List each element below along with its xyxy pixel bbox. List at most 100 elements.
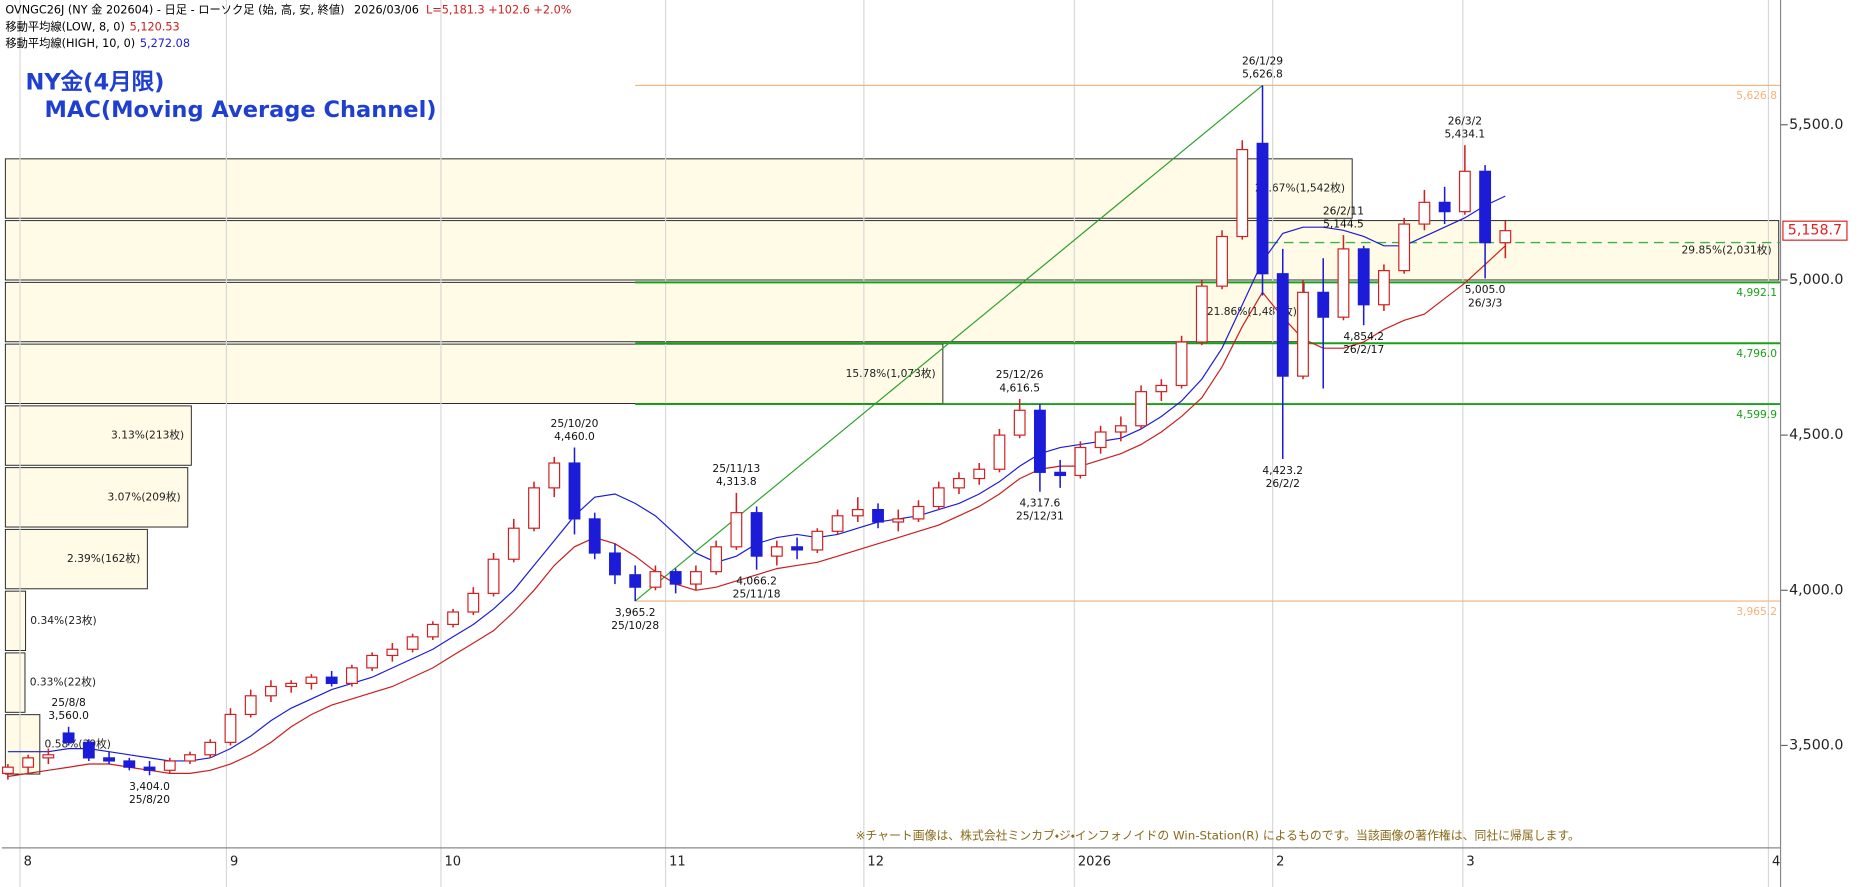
candle-body	[1377, 270, 1390, 306]
candle-body	[1195, 285, 1208, 343]
candle-body	[487, 558, 500, 594]
candle-body	[730, 512, 743, 548]
peak-value: 5,434.1	[1445, 128, 1486, 141]
volume-bar	[4, 158, 1353, 219]
legend-label: 移動平均線(HIGH, 10, 0)	[5, 36, 135, 50]
candle-body	[1499, 230, 1512, 244]
volume-bar	[4, 652, 26, 713]
candle-body	[1135, 391, 1148, 427]
candle-body	[588, 518, 601, 554]
level-label: 5,626.8	[1736, 89, 1777, 102]
candle-body	[426, 623, 439, 638]
candle-body	[932, 487, 945, 508]
candle-body	[953, 477, 965, 489]
x-tick-label: 10	[444, 855, 461, 870]
volume-label: 29.85%(2,031枚)	[1682, 243, 1772, 256]
volume-label: 2.39%(162枚)	[67, 552, 140, 565]
candle-body	[1013, 409, 1026, 436]
header-title: OVNGC26J (NY 金 202604) - 日足 - ローソク足 (始, …	[5, 3, 344, 17]
header: OVNGC26J (NY 金 202604) - 日足 - ローソク足 (始, …	[5, 3, 571, 17]
peak-date: 25/10/20	[551, 417, 599, 430]
candle-body	[325, 676, 338, 684]
candle-body	[22, 757, 35, 768]
candle-body	[507, 527, 520, 560]
trough-value: 4,317.6	[1020, 497, 1061, 510]
trough-value: 5,005.0	[1465, 283, 1506, 296]
peak-value: 3,560.0	[48, 709, 89, 722]
ma-low-legend: 移動平均線(LOW, 8, 0) 5,120.53	[5, 19, 179, 33]
peak-date: 26/3/2	[1448, 114, 1482, 127]
last-price-label: 5,158.7	[1788, 223, 1842, 239]
peak-value: 4,460.0	[554, 430, 595, 443]
volume-bar	[4, 590, 27, 652]
x-tick-label: 9	[230, 855, 238, 870]
trough-value: 3,965.2	[615, 606, 656, 619]
peak-value: 4,313.8	[716, 475, 757, 488]
candle-body	[1033, 409, 1046, 473]
candle-body	[1458, 170, 1471, 213]
candle-body	[791, 546, 804, 551]
candle-body	[224, 713, 237, 743]
peak-date: 25/11/13	[712, 462, 760, 475]
trough-date: 25/8/20	[129, 793, 170, 806]
volume-label: 21.86%(1,487枚)	[1207, 305, 1297, 318]
x-tick-label: 3	[1466, 855, 1474, 870]
candle-body	[1155, 384, 1168, 393]
candle-body	[629, 574, 642, 588]
candle-body	[993, 434, 1006, 470]
candle-body	[1276, 273, 1289, 377]
candle-body	[669, 571, 682, 585]
candle-body	[1297, 291, 1309, 377]
candle-body	[770, 546, 783, 557]
candle-body	[1337, 248, 1350, 318]
trough-date: 25/10/28	[611, 619, 659, 632]
trough-date: 26/2/2	[1266, 477, 1300, 490]
candle-body	[750, 512, 763, 557]
candle-body	[1074, 446, 1087, 477]
ma-high-legend: 移動平均線(HIGH, 10, 0) 5,272.08	[5, 36, 190, 50]
candle-body	[386, 648, 399, 657]
candle-body	[1256, 142, 1269, 275]
chart-subtitle: MAC(Moving Average Channel)	[45, 97, 437, 123]
level-label: 3,965.2	[1736, 605, 1777, 618]
peak-value: 4,616.5	[999, 381, 1040, 394]
candle-body	[609, 552, 621, 576]
volume-label: 3.07%(209枚)	[107, 490, 180, 503]
candle-body	[143, 766, 156, 771]
candle-body	[548, 462, 561, 489]
candle-body	[366, 654, 379, 669]
header-date: 2026/03/06	[354, 4, 419, 17]
y-tick-label: 5,500.0	[1789, 117, 1843, 133]
trough-value: 3,404.0	[129, 780, 170, 793]
trough-date: 25/11/18	[733, 588, 781, 601]
candle-body	[1094, 431, 1107, 449]
candle-body	[1398, 223, 1411, 272]
candle-body	[244, 695, 257, 716]
volume-bar	[4, 467, 189, 528]
volume-bar	[4, 220, 1780, 281]
candle-body	[1317, 291, 1330, 318]
trough-value: 4,066.2	[736, 575, 777, 588]
candle-body	[1479, 170, 1492, 244]
peak-value: 5,144.5	[1323, 217, 1364, 230]
chart-title: NY金(4月限)	[26, 70, 165, 96]
candle-body	[265, 685, 277, 697]
legend-value: 5,272.08	[140, 37, 190, 50]
candle-body	[831, 515, 844, 532]
x-tick-label: 4	[1772, 855, 1780, 870]
volume-bar	[4, 405, 192, 466]
candle-body	[710, 546, 723, 573]
candle-body	[528, 487, 540, 529]
candle-body	[892, 518, 905, 523]
level-label: 4,992.1	[1736, 286, 1777, 299]
candle-body	[1418, 201, 1431, 225]
level-label: 4,599.9	[1736, 408, 1777, 421]
trough-value: 4,423.2	[1262, 464, 1303, 477]
x-tick-label: 11	[669, 855, 686, 870]
volume-bar	[4, 343, 944, 404]
trough-value: 4,854.2	[1343, 330, 1384, 343]
candle-body	[1175, 341, 1188, 387]
x-tick-label: 2026	[1078, 855, 1111, 870]
